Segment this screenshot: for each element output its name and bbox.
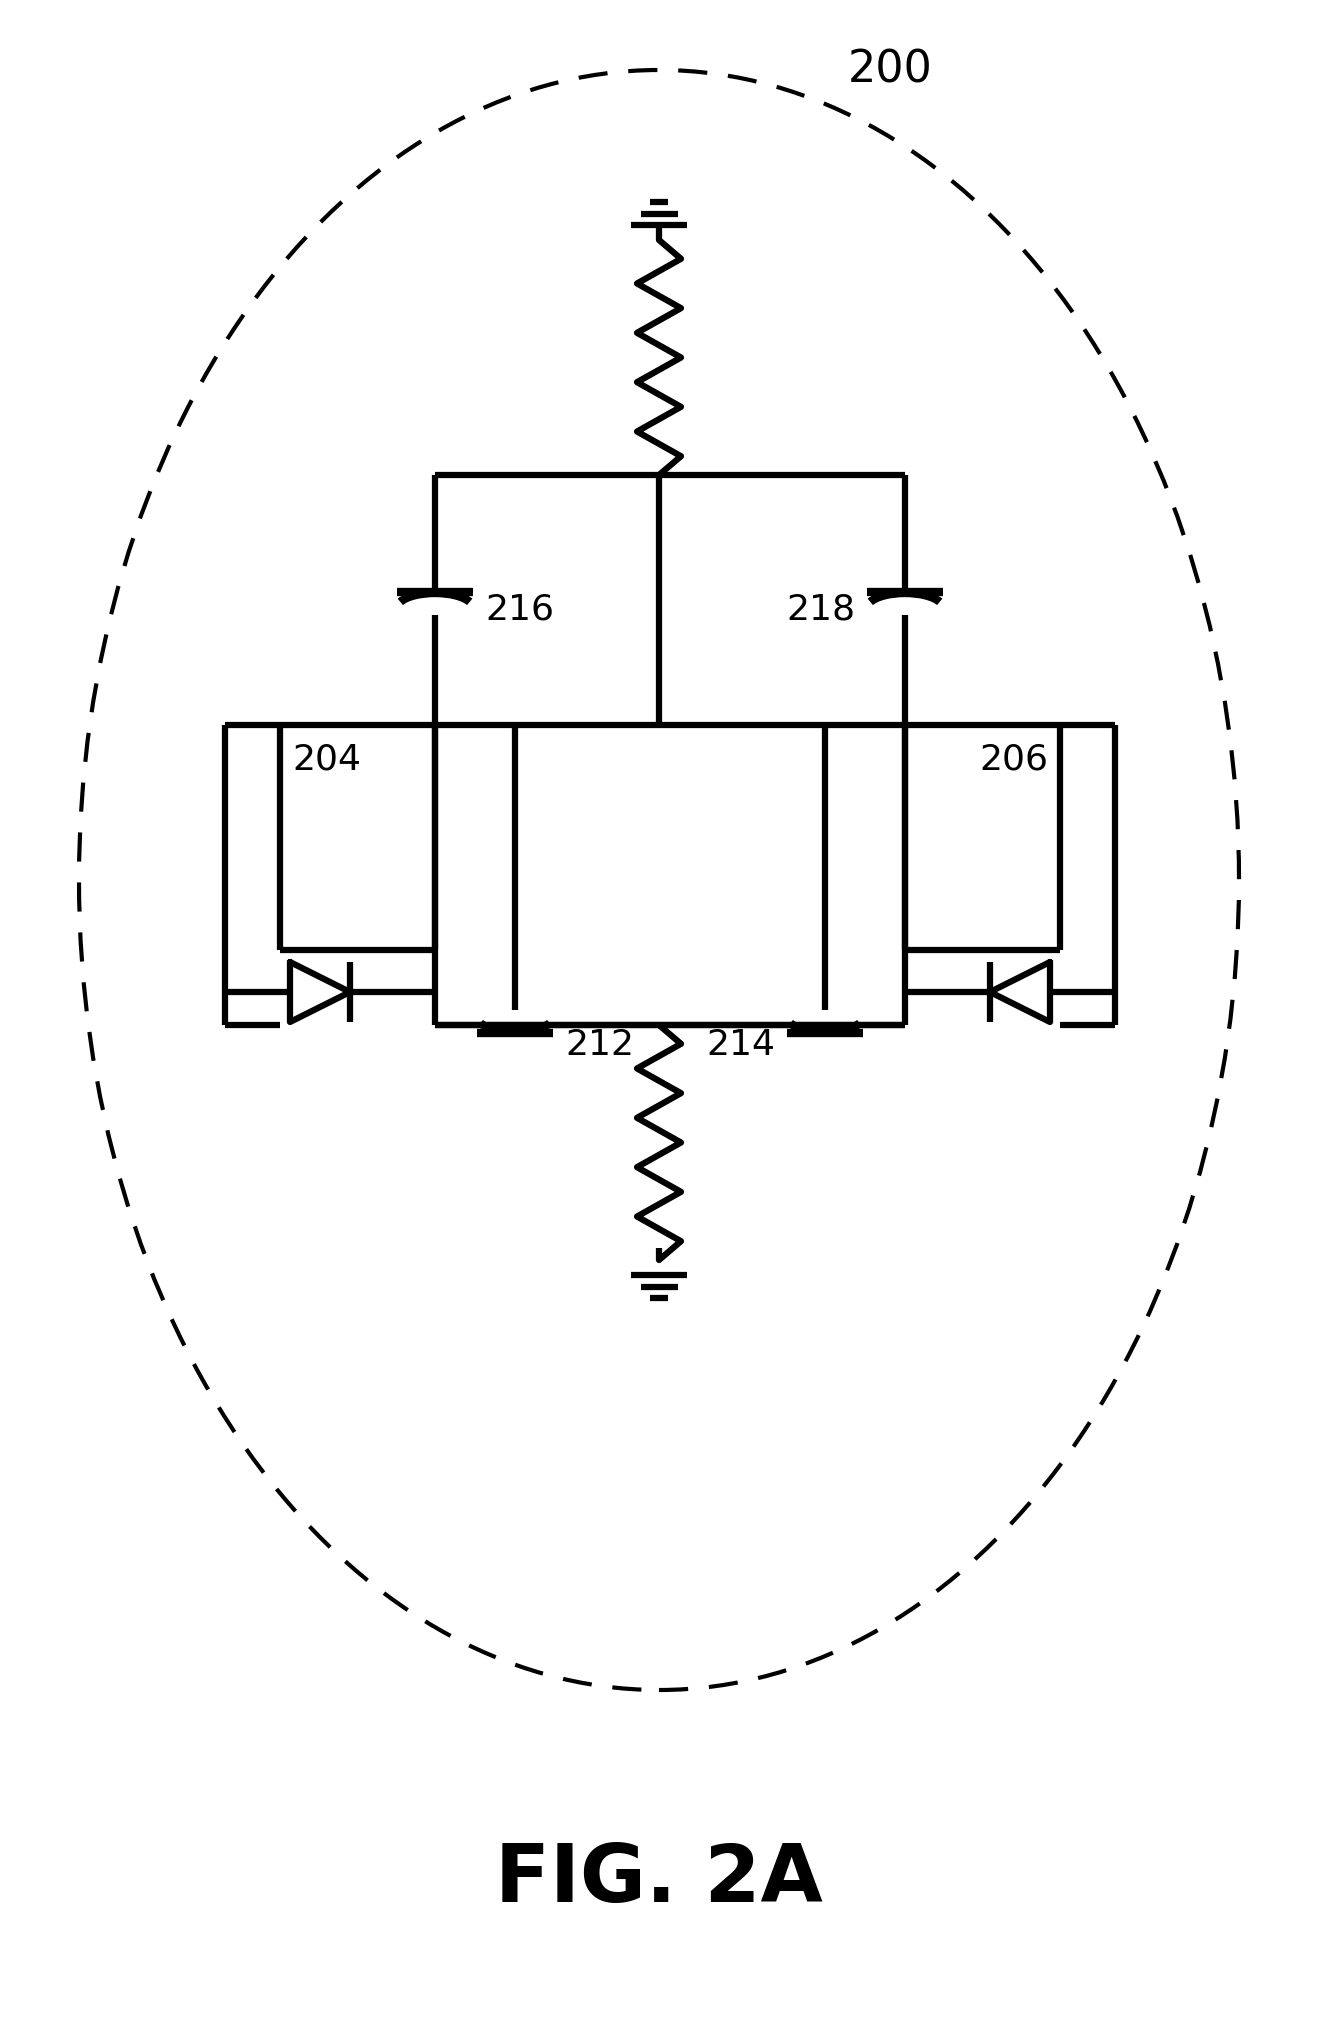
Text: 214: 214 — [706, 1027, 775, 1062]
Text: 212: 212 — [565, 1027, 634, 1062]
Text: 200: 200 — [847, 49, 932, 91]
Text: 206: 206 — [979, 743, 1048, 777]
Text: 216: 216 — [485, 593, 554, 627]
Text: 204: 204 — [293, 743, 361, 777]
Text: 218: 218 — [786, 593, 855, 627]
Text: FIG. 2A: FIG. 2A — [496, 1841, 822, 1918]
